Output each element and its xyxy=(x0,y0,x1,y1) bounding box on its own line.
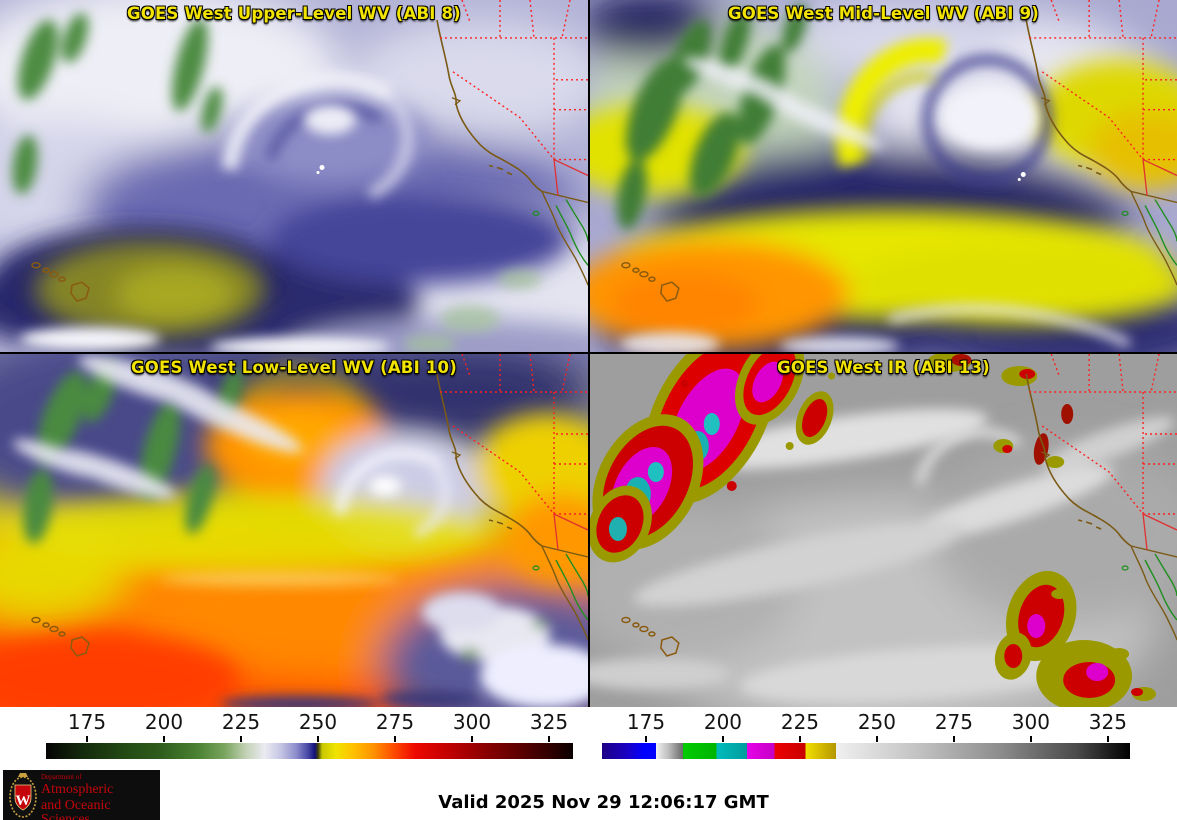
colorbar-tick-mark xyxy=(239,736,242,742)
colorbar-tick-mark xyxy=(721,736,724,742)
satellite-image-abi10 xyxy=(0,354,588,707)
colorbar-tick-mark xyxy=(952,736,955,742)
colorbar-tick-mark xyxy=(393,736,396,742)
panel-low-level-wv: GOES West Low-Level WV (ABI 10) xyxy=(0,354,588,707)
ir-colorbar: 175 200 225 250 275 300 325 xyxy=(602,710,1130,762)
colorbar-tick-mark xyxy=(470,736,473,742)
colorbar-tick-label: 175 xyxy=(626,710,666,734)
colorbar-tick-mark xyxy=(1029,736,1032,742)
aos-department-logo: W Department of Atmospheric and Oceanic … xyxy=(3,770,160,820)
logo-text: Department of Atmospheric and Oceanic Sc… xyxy=(41,774,160,820)
colorbar-tick-mark xyxy=(798,736,801,742)
colorbar-tick-label: 275 xyxy=(934,710,973,734)
wv-colorbar: 175 200 225 250 275 300 325 xyxy=(46,710,573,762)
colorbar-tick-mark xyxy=(86,736,88,742)
colorbar-tick-label: 275 xyxy=(375,710,415,734)
crest-letter: W xyxy=(16,793,31,809)
logo-dept-line: Department of xyxy=(41,773,82,781)
colorbar-tick-mark xyxy=(547,736,550,742)
satellite-image-abi9 xyxy=(590,0,1177,352)
uw-crest-icon: W xyxy=(9,773,37,818)
colorbar-tick-label: 250 xyxy=(857,710,897,734)
satellite-image-abi8 xyxy=(0,0,588,352)
panel-ir: GOES West IR (ABI 13) xyxy=(590,354,1177,707)
colorbar-tick-label: 200 xyxy=(703,710,743,734)
satellite-quad-grid: GOES West Upper-Level WV (ABI 8) xyxy=(0,0,1177,707)
ir-colorbar-tick-labels: 175 200 225 250 275 300 325 xyxy=(602,710,1130,736)
ir-colorbar-tick-marks xyxy=(602,736,1130,743)
colorbar-tick-label: 225 xyxy=(780,710,820,734)
wv-colorbar-tick-marks xyxy=(46,736,573,743)
wv-colorbar-gradient xyxy=(46,743,573,759)
colorbar-tick-mark xyxy=(644,736,647,742)
colorbar-tick-label: 325 xyxy=(1088,710,1127,734)
colorbar-tick-mark xyxy=(875,736,878,742)
colorbar-tick-mark xyxy=(162,736,165,742)
colorbar-tick-mark xyxy=(1106,736,1109,742)
colorbar-tick-label: 175 xyxy=(67,710,107,734)
logo-name-line1: Atmospheric xyxy=(41,782,114,797)
colorbar-tick-label: 325 xyxy=(529,710,569,734)
colorbar-tick-mark xyxy=(316,736,319,742)
colorbar-tick-label: 300 xyxy=(1011,710,1050,734)
colorbar-tick-label: 225 xyxy=(221,710,261,734)
colorbar-tick-label: 250 xyxy=(298,710,338,734)
wv-colorbar-tick-labels: 175 200 225 250 275 300 325 xyxy=(46,710,573,736)
valid-timestamp: Valid 2025 Nov 29 12:06:17 GMT xyxy=(438,792,769,813)
panel-upper-level-wv: GOES West Upper-Level WV (ABI 8) xyxy=(0,0,588,352)
colorbar-tick-label: 200 xyxy=(144,710,184,734)
logo-name-line2: and Oceanic Sciences xyxy=(41,798,111,820)
ir-colorbar-gradient xyxy=(602,743,1130,759)
panel-mid-level-wv: GOES West Mid-Level WV (ABI 9) xyxy=(590,0,1177,352)
satellite-image-abi13 xyxy=(590,354,1177,707)
colorbar-tick-label: 300 xyxy=(452,710,492,734)
